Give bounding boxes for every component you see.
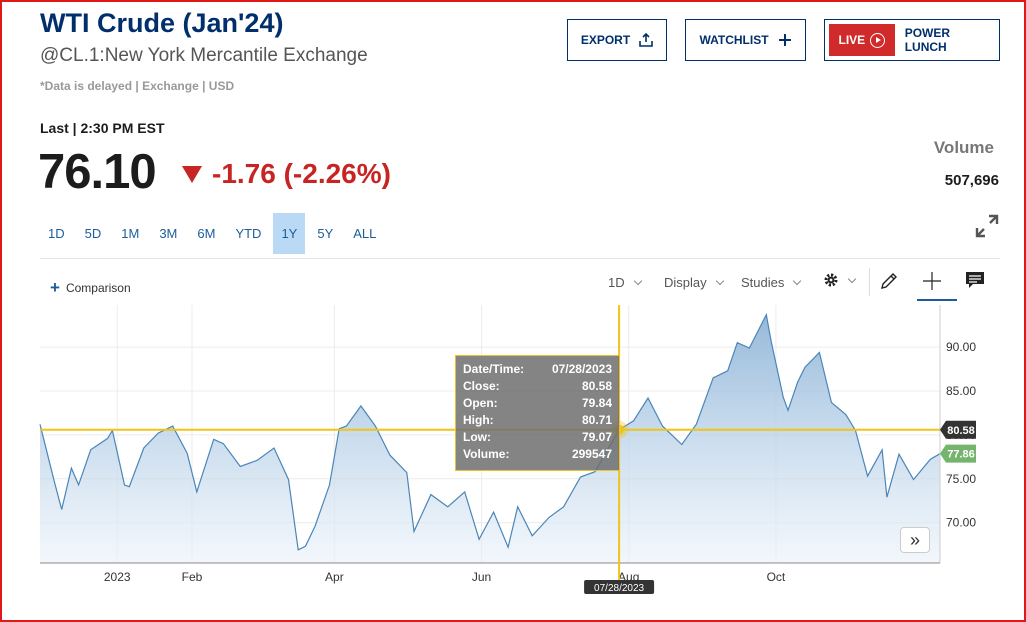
x-tick-label: Apr [325, 570, 344, 584]
price-area [40, 314, 940, 563]
crosshair-active-indicator [917, 299, 957, 301]
tooltip-value: 299547 [571, 447, 612, 461]
data-delay-note: *Data is delayed | Exchange | USD [40, 79, 235, 93]
tooltip-low-row: Low: 79.07 [463, 429, 612, 446]
x-tick-label: 2023 [104, 570, 131, 584]
range-1d[interactable]: 1D [48, 226, 65, 241]
toolbar-separator [869, 268, 870, 296]
studies-label: Studies [741, 275, 785, 290]
divider [40, 258, 1000, 259]
crosshair-value-label: 80.58 [947, 425, 975, 437]
gear-icon [824, 273, 838, 287]
tooltip-label: Low: [463, 430, 491, 444]
tooltip-open-row: Open: 79.84 [463, 395, 612, 412]
tooltip-datetime-row: Date/Time: 07/28/2023 [463, 361, 612, 378]
tooltip-label: Close: [463, 379, 500, 393]
chevron-double-right-icon[interactable]: » [900, 527, 930, 553]
export-button[interactable]: EXPORT [567, 19, 667, 61]
crosshair-icon[interactable] [922, 271, 942, 291]
tooltip-label: Volume: [463, 447, 510, 461]
tooltip-close-row: Close: 80.58 [463, 378, 612, 395]
tooltip-value: 79.07 [581, 430, 612, 444]
range-5y[interactable]: 5Y [317, 226, 334, 241]
x-tick-label: Feb [182, 570, 203, 584]
live-power-lunch-button[interactable]: LIVE POWER LUNCH [824, 19, 1000, 61]
pencil-icon[interactable] [879, 271, 899, 291]
page-title: WTI Crude (Jan'24) [40, 8, 284, 38]
tooltip-high-row: High: 80.71 [463, 412, 612, 429]
chevron-down-icon [715, 276, 724, 286]
y-tick-label: 85.00 [946, 384, 976, 398]
plus-icon: + [50, 278, 60, 297]
crosshair-date-label: 07/28/2023 [594, 583, 644, 594]
power-lunch-label: POWER LUNCH [904, 26, 951, 54]
live-badge: LIVE [829, 24, 895, 56]
tooltip-label: High: [463, 413, 494, 427]
down-arrow-icon [182, 165, 202, 183]
range-6m[interactable]: 6M [197, 226, 216, 241]
crosshair-date-tag [584, 580, 655, 594]
tooltip-value: 07/28/2023 [551, 362, 612, 376]
export-label: EXPORT [580, 33, 631, 47]
watchlist-button[interactable]: WATCHLIST [685, 19, 806, 61]
comparison-button[interactable]: + Comparison [50, 278, 131, 298]
display-label: Display [664, 275, 707, 290]
chevron-down-icon [793, 276, 802, 286]
watchlist-label: WATCHLIST [699, 33, 769, 47]
display-dropdown[interactable]: Display [664, 275, 724, 290]
price-change-value: -1.76 (-2.26%) [212, 158, 391, 189]
comment-icon[interactable] [965, 271, 985, 289]
range-ytd[interactable]: YTD [235, 226, 262, 241]
tooltip-label: Date/Time: [463, 362, 525, 376]
chevron-down-icon [633, 276, 642, 286]
studies-dropdown[interactable]: Studies [741, 275, 802, 290]
range-3m[interactable]: 3M [159, 226, 178, 241]
y-tick-label: 70.00 [946, 516, 976, 530]
last-trade-time: Last | 2:30 PM EST [40, 120, 165, 136]
tooltip-value: 80.58 [581, 379, 612, 393]
x-tick-label: Oct [767, 570, 786, 584]
interval-label: 1D [608, 275, 625, 290]
last-value-tag [940, 444, 976, 463]
plus-icon [778, 34, 791, 46]
range-1y[interactable]: 1Y [273, 213, 306, 254]
interval-dropdown[interactable]: 1D [608, 275, 642, 290]
y-tick-label: 75.00 [946, 472, 976, 486]
last-price: 76.10 [38, 145, 157, 199]
tooltip-value: 80.71 [581, 413, 612, 427]
y-tick-label: 90.00 [946, 340, 976, 354]
crosshair-tooltip: Date/Time: 07/28/2023 Close: 80.58 Open: 79… [455, 355, 620, 471]
volume-label: Volume [933, 138, 994, 157]
share-icon [639, 33, 653, 47]
range-selector: 1D 5D 1M 3M 6M YTD 1Y 5Y ALL [40, 213, 388, 254]
range-1m[interactable]: 1M [121, 226, 140, 241]
comparison-label: Comparison [65, 281, 131, 295]
play-icon [870, 32, 886, 48]
x-tick-label: Jun [472, 570, 491, 584]
chevron-down-icon [847, 274, 857, 283]
tooltip-volume-row: Volume: 299547 [463, 446, 612, 463]
range-5d[interactable]: 5D [84, 226, 102, 241]
expand-icon[interactable] [974, 213, 1000, 239]
volume-value: 507,696 [944, 172, 999, 189]
last-value-label: 77.86 [947, 449, 975, 461]
tooltip-label: Open: [463, 396, 498, 410]
exchange-subtitle: @CL.1:New York Mercantile Exchange [40, 45, 368, 66]
live-label: LIVE [838, 33, 866, 47]
crosshair-value-tag [940, 420, 976, 439]
tooltip-value: 79.84 [581, 396, 612, 410]
price-line [39, 312, 941, 551]
settings-dropdown[interactable] [823, 272, 857, 288]
range-all[interactable]: ALL [353, 226, 377, 241]
price-change: -1.76 (-2.26%) [182, 158, 391, 190]
